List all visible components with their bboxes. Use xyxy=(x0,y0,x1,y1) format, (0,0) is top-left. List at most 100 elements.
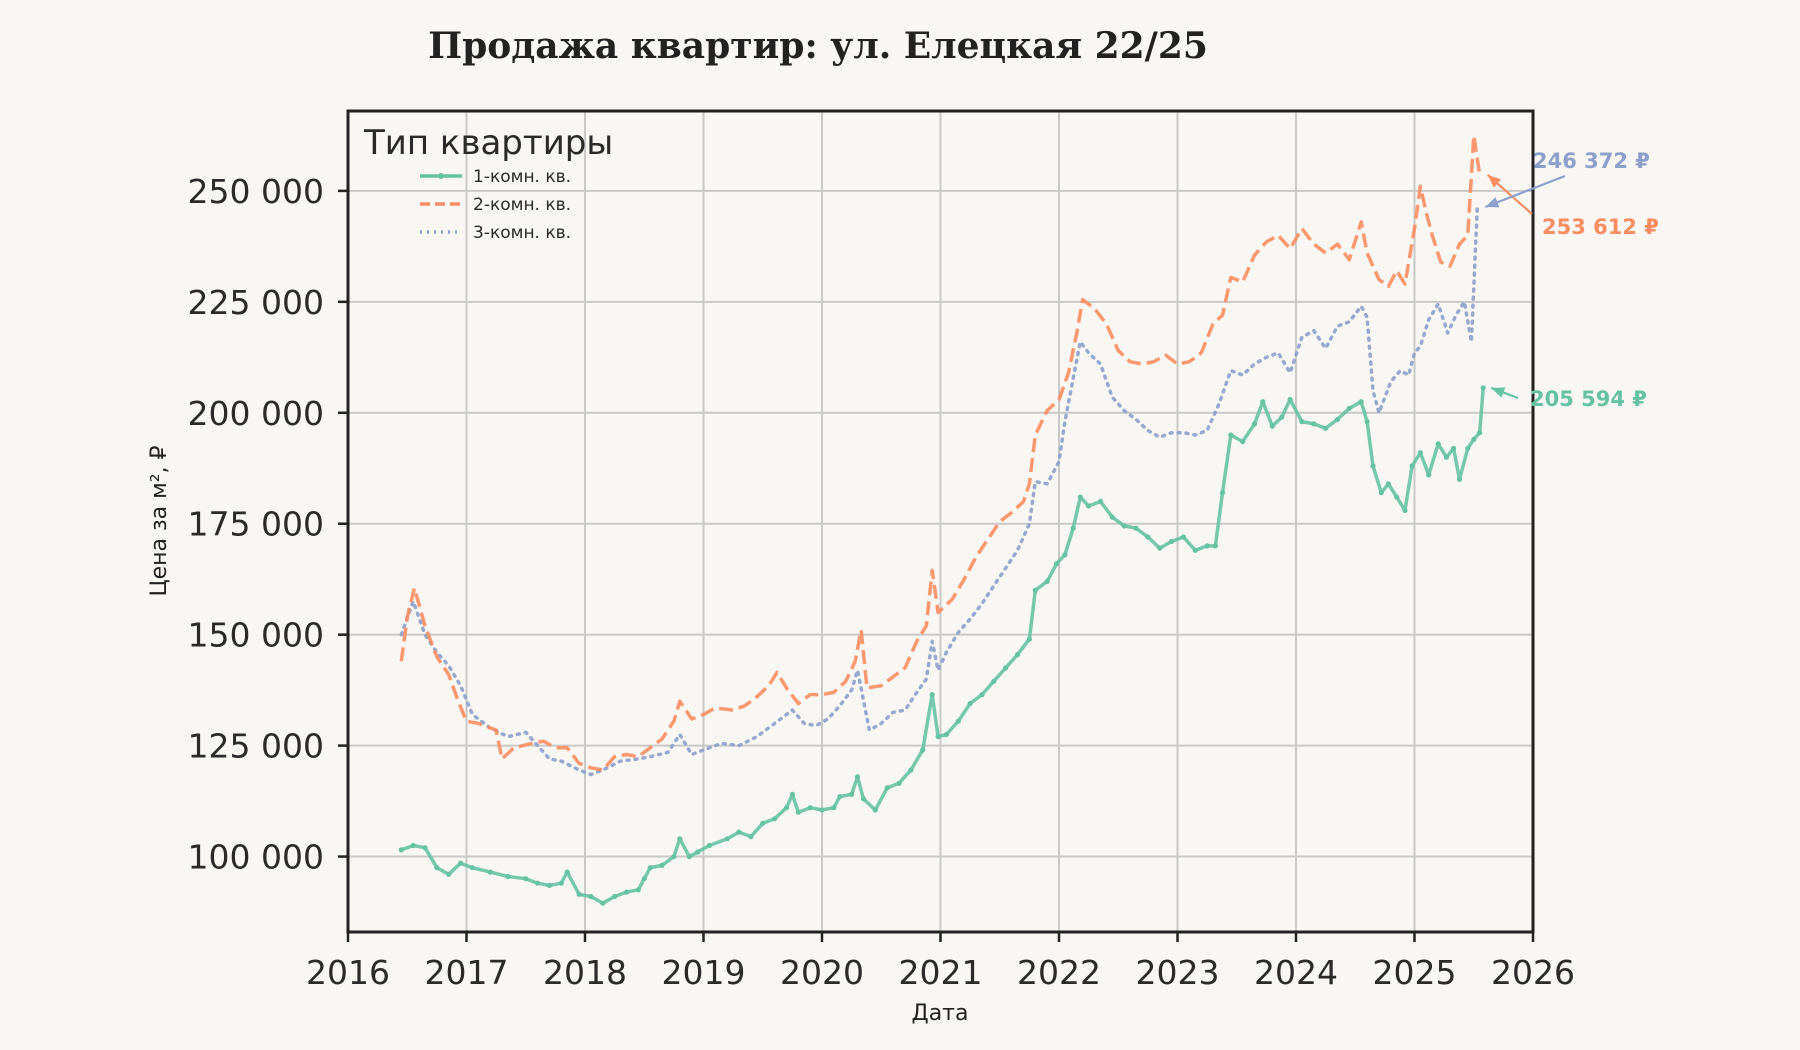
chart-title: Продажа квартир: ул. Елецкая 22/25 xyxy=(428,25,1208,67)
data-point xyxy=(1003,665,1009,671)
data-point xyxy=(677,836,683,842)
data-point xyxy=(955,718,961,724)
x-tick-label: 2022 xyxy=(1017,953,1101,992)
data-point xyxy=(795,809,801,815)
data-point xyxy=(1269,423,1275,429)
data-point xyxy=(849,791,855,798)
data-point xyxy=(1260,399,1266,405)
series-lines xyxy=(398,133,1486,906)
data-point xyxy=(967,700,973,707)
x-tick-label: 2017 xyxy=(425,953,509,992)
data-point xyxy=(1364,419,1370,425)
data-point xyxy=(1032,587,1038,593)
data-point xyxy=(1417,450,1423,456)
data-point xyxy=(920,747,926,753)
data-point xyxy=(535,880,541,886)
data-point xyxy=(1070,525,1076,531)
data-point xyxy=(523,876,529,882)
y-tick-label: 150 000 xyxy=(188,616,324,655)
data-point xyxy=(1409,463,1415,469)
data-point xyxy=(1378,490,1384,496)
data-point xyxy=(1228,432,1234,438)
data-point xyxy=(1370,463,1376,469)
data-point xyxy=(1477,430,1483,436)
data-point xyxy=(505,873,511,880)
legend-label-1: 1-комн. кв. xyxy=(473,167,571,187)
data-point xyxy=(1358,399,1364,405)
data-point xyxy=(1465,445,1471,451)
data-point xyxy=(1192,547,1198,553)
data-point xyxy=(1169,538,1175,545)
data-point xyxy=(884,785,890,791)
x-tick-label: 2020 xyxy=(780,953,864,992)
legend-label-2: 2-комн. кв. xyxy=(473,195,571,215)
data-point xyxy=(695,849,701,855)
data-point xyxy=(641,876,647,882)
y-tick-label: 175 000 xyxy=(188,505,324,544)
data-point xyxy=(736,829,742,835)
y-tick-label: 225 000 xyxy=(188,283,324,322)
annotation-arrowhead xyxy=(1491,387,1506,398)
data-point xyxy=(1402,507,1408,513)
data-point xyxy=(446,871,452,877)
data-point xyxy=(1435,441,1441,447)
annotations: 205 594 ₽ 253 612 ₽ 246 372 ₽ xyxy=(1484,149,1659,411)
annotation-arrowhead xyxy=(1485,197,1500,208)
data-point xyxy=(935,734,941,740)
data-point xyxy=(991,678,997,684)
data-point xyxy=(979,692,985,698)
y-axis: 100 000 125 000 150 000 175 000 200 000 225 0… xyxy=(188,172,348,877)
y-tick-label: 250 000 xyxy=(188,172,324,211)
x-tick-label: 2021 xyxy=(899,953,983,992)
data-point xyxy=(588,893,594,900)
data-point xyxy=(783,805,790,811)
data-point xyxy=(1133,525,1139,531)
data-point xyxy=(1062,552,1068,558)
annotation-label-1: 205 594 ₽ xyxy=(1530,387,1647,411)
data-point xyxy=(1240,439,1246,445)
data-point xyxy=(612,893,618,900)
legend-marker xyxy=(438,173,444,179)
x-tick-label: 2024 xyxy=(1254,953,1338,992)
data-point xyxy=(469,865,475,871)
legend-label-3: 3-комн. кв. xyxy=(473,223,571,243)
data-point xyxy=(819,807,825,813)
x-tick-label: 2026 xyxy=(1491,953,1575,992)
data-point xyxy=(1394,494,1400,500)
data-point xyxy=(398,847,404,853)
data-point xyxy=(422,845,428,851)
data-point xyxy=(647,865,653,871)
x-tick-label: 2025 xyxy=(1373,953,1457,992)
annotation-arrow-line xyxy=(1484,174,1566,209)
data-point xyxy=(434,865,440,871)
x-tick-label: 2018 xyxy=(543,953,627,992)
data-point xyxy=(1219,490,1226,496)
data-point xyxy=(1471,436,1477,442)
data-point xyxy=(564,869,570,875)
data-point xyxy=(1145,534,1151,540)
x-tick-label: 2019 xyxy=(662,953,746,992)
data-point xyxy=(1346,405,1352,411)
y-axis-label: Цена за м², ₽ xyxy=(147,445,172,596)
data-point xyxy=(410,842,416,849)
x-axis-label: Дата xyxy=(912,1001,969,1026)
data-point xyxy=(1251,421,1258,427)
data-point xyxy=(872,807,878,813)
data-point xyxy=(686,854,692,860)
data-point xyxy=(1311,421,1317,427)
data-point xyxy=(1204,543,1210,549)
data-point xyxy=(1426,472,1432,478)
y-tick-label: 200 000 xyxy=(188,394,324,433)
annotation-label-2: 253 612 ₽ xyxy=(1542,215,1659,239)
data-point xyxy=(1212,543,1218,549)
data-point xyxy=(854,774,861,780)
data-point xyxy=(558,880,564,886)
data-point xyxy=(807,805,813,811)
data-point xyxy=(860,796,867,802)
data-point xyxy=(772,816,778,822)
data-point xyxy=(659,862,665,869)
data-point xyxy=(908,767,914,773)
data-point xyxy=(1026,636,1032,642)
series-line-2 xyxy=(399,133,1482,772)
